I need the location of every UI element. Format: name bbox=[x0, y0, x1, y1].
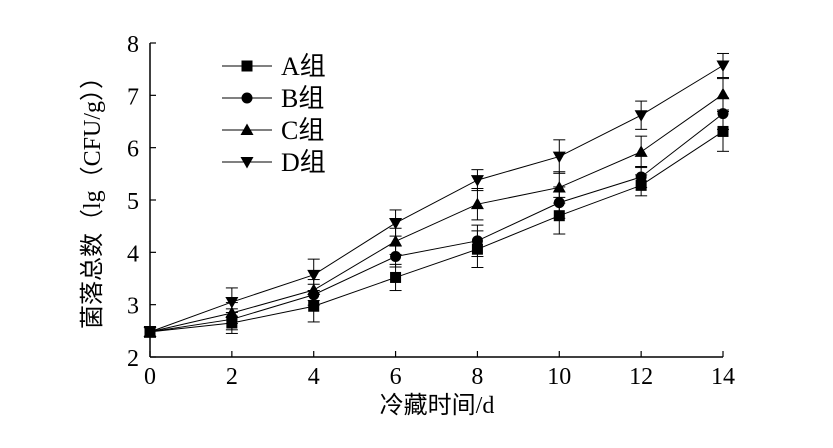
marker-triangle-down bbox=[552, 151, 566, 164]
series-line bbox=[149, 131, 724, 333]
marker-triangle-down bbox=[634, 110, 648, 122]
y-tick-label: 3 bbox=[127, 294, 139, 320]
legend-item: C组 bbox=[222, 116, 324, 145]
legend-item: D组 bbox=[222, 148, 326, 177]
marker-circle bbox=[241, 92, 253, 104]
marker-triangle-down bbox=[143, 326, 157, 339]
series-3 bbox=[143, 78, 730, 338]
marker-circle bbox=[717, 108, 729, 120]
legend-label: A组 bbox=[281, 52, 326, 81]
series-4 bbox=[143, 52, 730, 339]
x-tick-label: 6 bbox=[390, 364, 402, 390]
marker-triangle-down bbox=[240, 157, 254, 169]
marker-triangle-up bbox=[552, 180, 566, 193]
y-tick-label: 8 bbox=[127, 32, 139, 58]
series-line bbox=[149, 113, 724, 333]
y-tick-label: 4 bbox=[127, 241, 139, 267]
marker-triangle-down bbox=[225, 297, 239, 309]
legend: A组 B组 C组 D组 bbox=[222, 52, 326, 177]
x-tick-label: 0 bbox=[144, 364, 156, 390]
marker-triangle-up bbox=[716, 87, 730, 100]
series-line bbox=[149, 65, 724, 333]
y-tick-label: 6 bbox=[127, 137, 139, 163]
series-line bbox=[149, 93, 724, 333]
marker-circle bbox=[390, 251, 402, 263]
marker-triangle-up bbox=[634, 145, 648, 157]
legend-label: B组 bbox=[281, 84, 324, 113]
x-tick-label: 12 bbox=[629, 364, 653, 390]
y-tick-label: 7 bbox=[127, 84, 139, 110]
marker-triangle-up bbox=[389, 234, 403, 247]
y-tick-label: 2 bbox=[127, 346, 139, 372]
marker-triangle-down bbox=[716, 60, 730, 73]
x-tick-label: 4 bbox=[308, 364, 320, 390]
marker-circle bbox=[635, 171, 647, 183]
marker-triangle-down bbox=[307, 269, 321, 282]
x-tick-label: 8 bbox=[471, 364, 483, 390]
marker-square bbox=[308, 300, 320, 312]
marker-square bbox=[241, 60, 253, 72]
x-tick-label: 10 bbox=[547, 364, 571, 390]
x-tick-label: 14 bbox=[711, 364, 735, 390]
legend-label: D组 bbox=[281, 148, 326, 177]
x-tick-label: 2 bbox=[226, 364, 238, 390]
marker-square bbox=[717, 125, 729, 137]
legend-label: C组 bbox=[281, 116, 324, 145]
marker-triangle-up bbox=[240, 123, 254, 135]
marker-circle bbox=[471, 235, 483, 247]
marker-triangle-down bbox=[389, 218, 403, 230]
legend-item: B组 bbox=[222, 84, 324, 113]
y-tick-label: 5 bbox=[127, 189, 139, 215]
marker-triangle-up bbox=[470, 197, 484, 210]
marker-triangle-down bbox=[470, 175, 484, 187]
marker-square bbox=[390, 271, 402, 283]
y-axis-label: 菌落总数（lg（CFU/g）） bbox=[79, 65, 106, 329]
x-axis-label: 冷藏时间/d bbox=[380, 392, 495, 419]
series-layer bbox=[143, 52, 730, 339]
legend-item: A组 bbox=[222, 52, 326, 81]
